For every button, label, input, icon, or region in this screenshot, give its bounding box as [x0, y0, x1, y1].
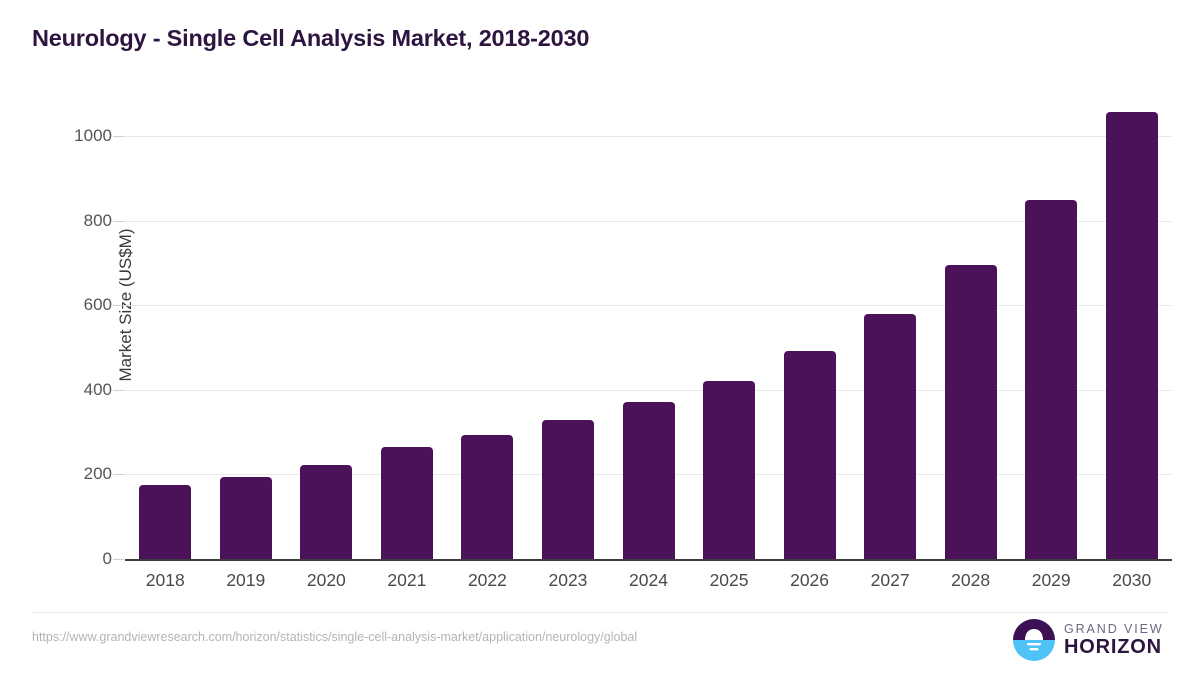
bar[interactable]	[944, 265, 997, 559]
y-axis-tick-label: 800	[83, 210, 112, 230]
y-axis-tick-label: 0	[102, 549, 112, 568]
gridline	[125, 220, 1172, 222]
gridline	[125, 136, 1172, 137]
gridline	[125, 305, 1172, 307]
bar[interactable]	[703, 380, 756, 559]
x-axis-tick-label: 2018	[145, 570, 185, 590]
y-axis-tickmark	[113, 136, 124, 137]
footer-divider	[32, 612, 1168, 613]
x-axis-tick-label: 2027	[870, 570, 910, 590]
bar[interactable]	[1025, 199, 1078, 559]
bar[interactable]	[541, 420, 594, 559]
x-axis-tick-label: 2021	[387, 570, 427, 590]
x-axis-tick-label: 2029	[1031, 570, 1071, 590]
y-axis-tick-label: 200	[83, 464, 112, 484]
x-axis-tick-label: 2020	[306, 570, 346, 590]
bar[interactable]	[300, 465, 353, 559]
brand-logo[interactable]: GRAND VIEW HORIZON	[1012, 617, 1172, 663]
y-axis-tickmark	[113, 305, 124, 307]
bar[interactable]	[461, 434, 514, 559]
x-axis-tick-label: 2022	[467, 570, 507, 590]
x-axis-line	[125, 559, 1172, 561]
y-axis-tickmark	[113, 559, 124, 560]
bar[interactable]	[864, 313, 917, 559]
y-axis-tick-label: 400	[83, 379, 112, 399]
x-axis-tick-label: 2025	[709, 570, 749, 590]
x-axis-tick-label: 2019	[226, 570, 266, 590]
x-axis-tick-label: 2028	[951, 570, 991, 590]
y-axis-tickmark	[113, 220, 124, 222]
y-axis-tick-label: 1000	[74, 126, 112, 145]
logo-line-2: HORIZON	[1064, 636, 1162, 659]
x-axis-tick-label: 2030	[1112, 570, 1152, 590]
gridline	[125, 389, 1172, 391]
bar[interactable]	[139, 484, 192, 559]
bar[interactable]	[783, 351, 836, 559]
bar[interactable]	[380, 447, 433, 559]
y-axis-tickmark	[113, 389, 124, 391]
page-title: Neurology - Single Cell Analysis Market,…	[32, 25, 590, 51]
bar[interactable]	[1105, 112, 1158, 559]
grand-view-horizon-sunrise-icon	[1012, 618, 1056, 662]
x-axis-tick-label: 2023	[548, 570, 588, 590]
y-axis-tick-label: 600	[83, 295, 112, 315]
logo-line-1: GRAND VIEW	[1064, 622, 1164, 636]
source-url[interactable]: https://www.grandviewresearch.com/horizo…	[32, 630, 638, 644]
x-axis-tick-label: 2024	[629, 570, 668, 590]
x-axis-tick-label: 2026	[790, 570, 830, 590]
bar[interactable]	[622, 402, 675, 559]
y-axis-tickmark	[113, 474, 124, 476]
bar-series	[125, 100, 1172, 559]
bar[interactable]	[219, 476, 272, 559]
logo-wordmark: GRAND VIEW HORIZON	[1064, 621, 1164, 658]
